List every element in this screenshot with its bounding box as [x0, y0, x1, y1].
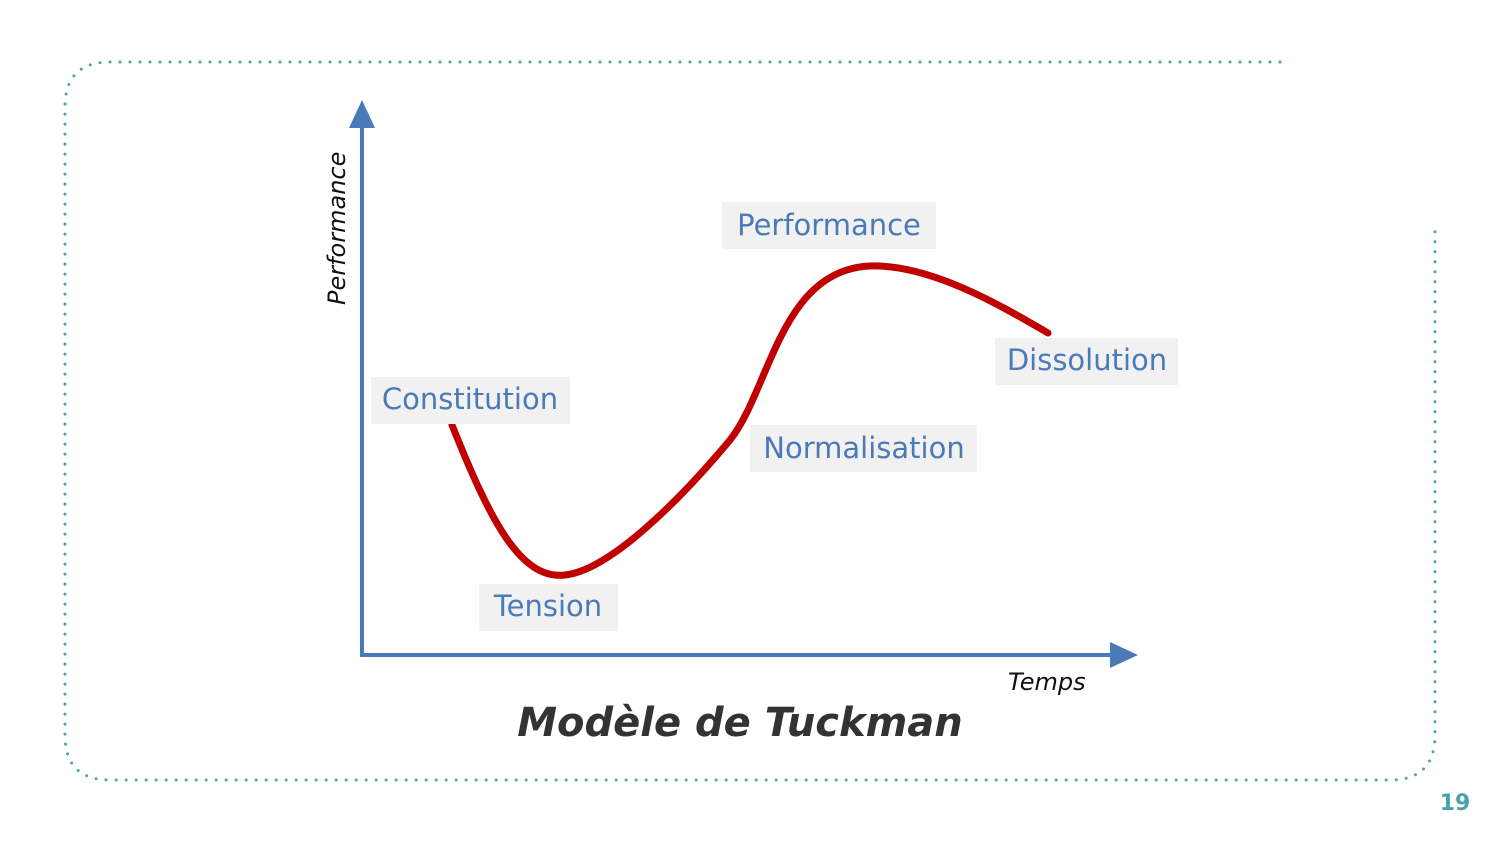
y-axis-label: Performance: [323, 152, 351, 305]
stage-label: Normalisation: [763, 431, 964, 465]
performance-curve: [448, 262, 1052, 579]
x-arrow: [1110, 642, 1138, 668]
label-box: [995, 338, 1178, 385]
page-number: 19: [1440, 791, 1471, 816]
label-box: [750, 425, 977, 472]
caption: Modèle de Tuckman: [517, 700, 963, 746]
label-box: [479, 584, 618, 631]
stage-label: Tension: [493, 589, 602, 623]
y-arrow: [349, 100, 375, 128]
label-box: [722, 202, 936, 249]
stage-label: Performance: [737, 208, 921, 242]
dotted-frame: [63, 60, 1437, 782]
stage-label: Dissolution: [1007, 343, 1167, 377]
label-box: [371, 377, 570, 424]
x-axis-label: Temps: [1008, 668, 1086, 696]
stage-label: Constitution: [382, 382, 558, 416]
